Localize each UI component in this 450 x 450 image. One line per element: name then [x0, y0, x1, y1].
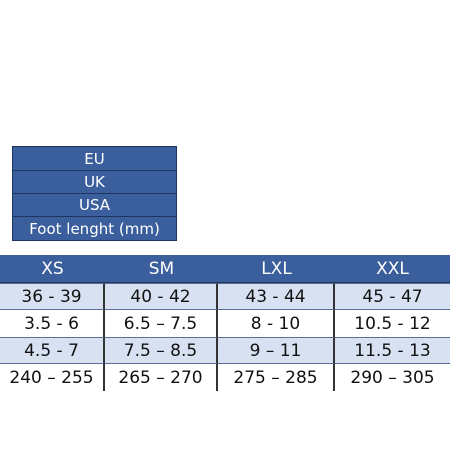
column-header: XXL: [335, 255, 450, 283]
table-cell: 8 - 10: [218, 310, 335, 337]
table-cell: 9 – 11: [218, 337, 335, 364]
table-cell: 275 – 285: [218, 364, 335, 391]
table-cell: 3.5 - 6: [0, 310, 105, 337]
table-cell: 6.5 – 7.5: [105, 310, 218, 337]
table-cell: 43 - 44: [218, 283, 335, 310]
table-cell: 7.5 – 8.5: [105, 337, 218, 364]
row-header: Foot lenght (mm): [12, 216, 177, 241]
table-cell: 290 – 305: [350, 367, 435, 388]
table-cell: 40 - 42: [105, 283, 218, 310]
table-cell: 45 - 47: [335, 283, 450, 310]
table-cell: 265 – 270: [105, 364, 218, 391]
table-cell: 36 - 39: [0, 283, 105, 310]
table-cell: 10.5 - 12: [354, 313, 431, 334]
row-header: USA: [12, 193, 177, 217]
table-cell: 4.5 - 7: [0, 337, 105, 364]
row-header: UK: [12, 170, 177, 194]
table-cell: 240 – 255: [0, 364, 105, 391]
row-header: EU: [12, 146, 177, 171]
column-header: SM: [105, 255, 218, 283]
column-header: XS: [0, 255, 105, 283]
table-cell: 11.5 - 13: [335, 337, 450, 364]
column-header: LXL: [218, 255, 335, 283]
